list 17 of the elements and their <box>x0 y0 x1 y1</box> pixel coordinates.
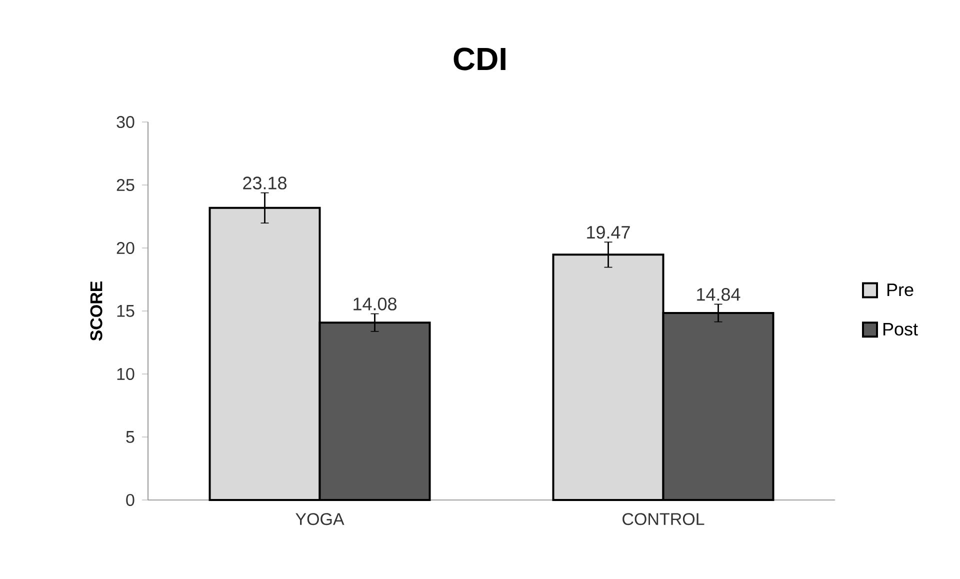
y-tick-label: 20 <box>116 242 134 254</box>
y-axis-title: SCORE <box>90 281 102 341</box>
y-tick-label: 25 <box>116 178 134 192</box>
data-label: 14.08 <box>354 298 396 310</box>
data-label: 19.47 <box>587 226 630 239</box>
y-tick-label: 30 <box>116 116 134 128</box>
legend-label: Post <box>883 322 918 336</box>
x-tick-label: YOGA <box>296 513 344 526</box>
y-tick-label: 15 <box>117 305 134 317</box>
chart-title: CDI <box>454 48 506 70</box>
data-label: 14.84 <box>697 288 740 301</box>
x-tick-label: CONTROL <box>622 513 704 526</box>
legend-label: Pre <box>887 284 914 296</box>
y-tick-label: 5 <box>126 431 134 443</box>
data-label: 23.18 <box>243 176 286 190</box>
y-tick-label: 0 <box>126 494 134 506</box>
y-tick-label: 10 <box>117 368 134 380</box>
